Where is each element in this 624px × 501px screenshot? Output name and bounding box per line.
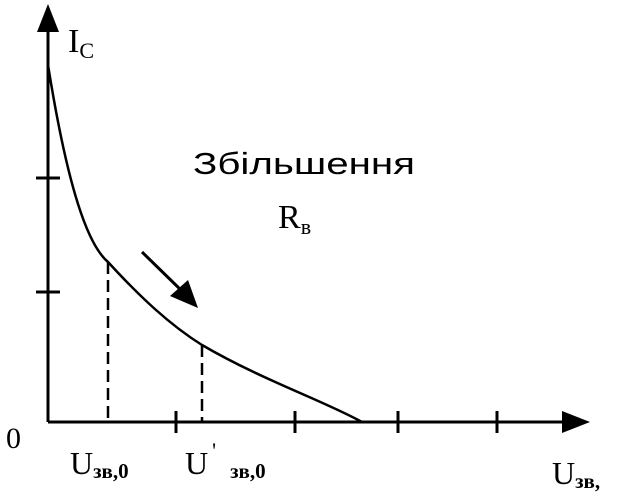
y-axis-arrow (37, 4, 59, 32)
x-mark-label: Uзв,0 (70, 445, 129, 483)
label-part: в (301, 214, 311, 239)
label-part: U (552, 455, 575, 491)
label-part: зв, (575, 469, 600, 493)
label-part: I (68, 23, 79, 60)
label-part: C (79, 38, 94, 63)
x-axis-arrow (562, 411, 590, 433)
label-part: зв,0 (93, 459, 129, 483)
x-axis-label: Uзв, (552, 455, 600, 493)
label-part: ' (212, 438, 216, 463)
x-mark-label: U' зв,0 (185, 438, 266, 483)
axes (36, 26, 570, 433)
origin-label: 0 (6, 422, 21, 455)
label-part: U (70, 445, 93, 481)
annotation-text: Збільшення (193, 146, 415, 181)
guides (106, 262, 204, 422)
arrow-head (170, 280, 198, 308)
label-part: U (185, 445, 208, 481)
curve (46, 64, 363, 424)
label-part: зв,0 (230, 459, 266, 483)
annotation-symbol: Rв (278, 199, 311, 239)
y-axis-label: IC (68, 23, 94, 63)
label-part: R (278, 199, 301, 236)
arrow-shaft (140, 250, 186, 295)
